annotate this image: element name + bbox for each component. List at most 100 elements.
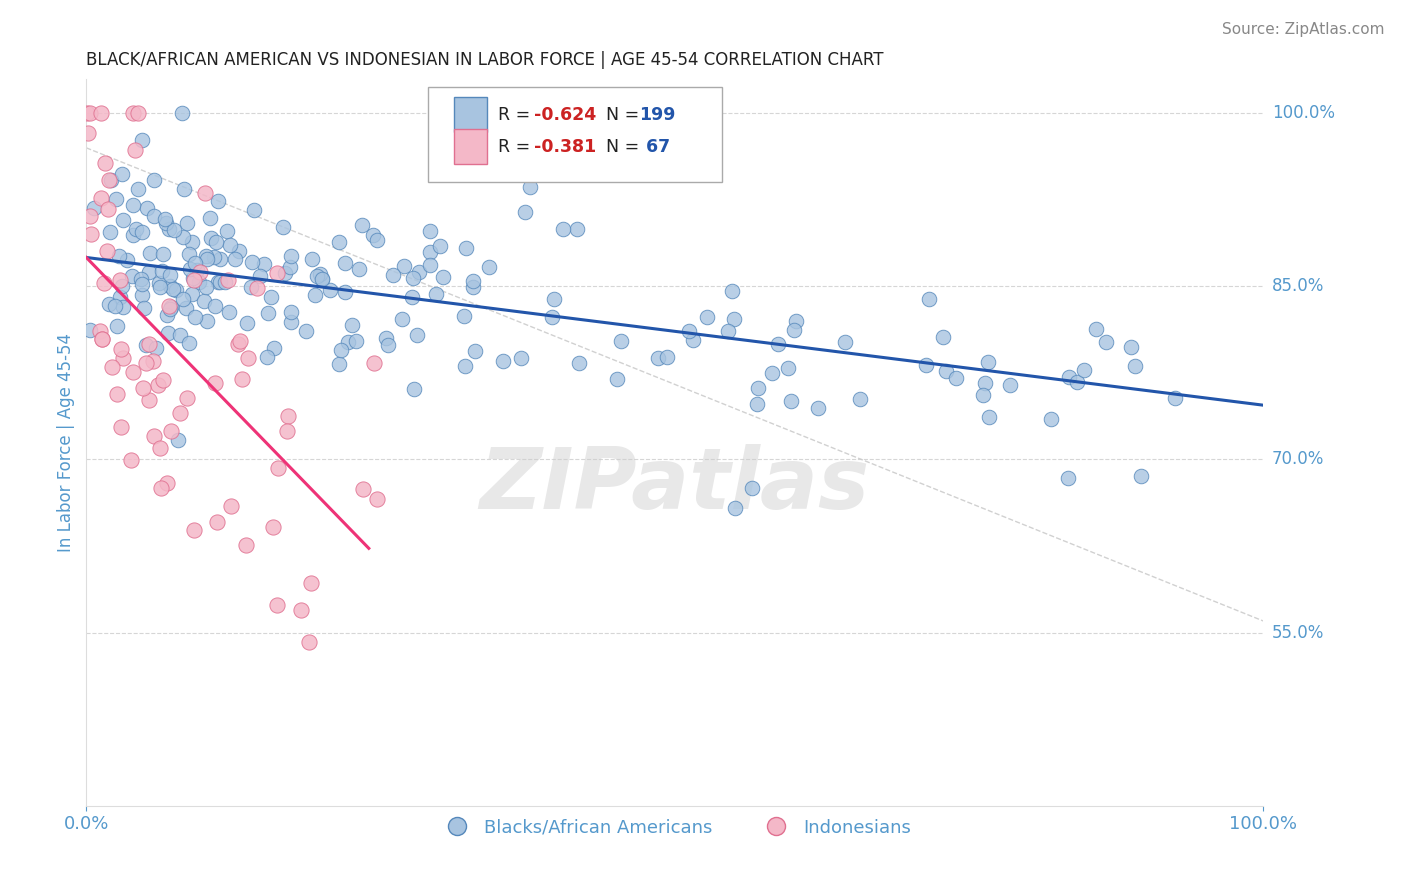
Point (311, 272, 333, 286)
Point (100, 360, 122, 375)
Point (190, 265, 212, 279)
Point (195, 314, 218, 328)
Point (782, 323, 804, 337)
Point (143, 209, 166, 223)
Point (932, 330, 955, 344)
Point (235, 538, 257, 552)
Point (260, 290, 283, 304)
Text: Source: ZipAtlas.com: Source: ZipAtlas.com (1222, 22, 1385, 37)
Point (1119, 340, 1142, 354)
Point (172, 230, 194, 244)
Point (330, 343, 353, 358)
Point (263, 341, 285, 355)
Point (429, 238, 451, 252)
Point (76, 126, 98, 140)
Point (169, 406, 191, 420)
Point (132, 301, 155, 316)
Point (187, 275, 209, 289)
Point (464, 343, 486, 358)
Point (382, 268, 405, 282)
Point (657, 350, 679, 364)
Point (181, 271, 204, 285)
Point (463, 279, 485, 293)
Point (1130, 469, 1153, 483)
Point (153, 212, 176, 227)
Point (228, 336, 250, 351)
Point (127, 106, 149, 120)
Text: 85.0%: 85.0% (1272, 277, 1324, 295)
Point (83, 202, 105, 216)
Point (148, 276, 170, 290)
Point (347, 262, 370, 277)
Point (432, 270, 454, 285)
Point (183, 273, 205, 287)
Point (1094, 334, 1116, 349)
Point (179, 262, 201, 277)
Point (274, 266, 297, 280)
Text: N =: N = (595, 106, 644, 124)
Point (278, 260, 301, 275)
Point (152, 246, 174, 260)
Text: R =: R = (498, 138, 536, 156)
Point (176, 391, 198, 405)
Point (834, 335, 856, 350)
Text: 100.0%: 100.0% (1272, 104, 1334, 122)
Point (425, 287, 447, 301)
Point (149, 481, 172, 495)
Point (165, 283, 187, 297)
Point (135, 338, 157, 352)
Point (96, 244, 118, 258)
Point (122, 106, 145, 120)
Point (297, 635, 319, 649)
Point (976, 354, 998, 368)
Point (935, 364, 957, 378)
Point (402, 270, 425, 285)
Point (1085, 322, 1108, 336)
Text: 70.0%: 70.0% (1272, 450, 1324, 468)
Text: 67: 67 (640, 138, 669, 156)
Point (290, 603, 312, 617)
Point (132, 381, 155, 395)
Text: 199: 199 (640, 106, 676, 124)
Point (156, 475, 179, 490)
Point (374, 331, 396, 345)
Point (131, 133, 153, 147)
Point (176, 216, 198, 230)
Point (235, 316, 257, 330)
Point (205, 515, 228, 529)
Point (311, 272, 333, 286)
Point (319, 283, 342, 297)
Point (565, 221, 588, 235)
Point (174, 301, 197, 316)
Point (280, 249, 302, 263)
Point (785, 314, 807, 328)
Point (159, 301, 181, 316)
Point (91, 332, 114, 346)
Point (93, 276, 115, 290)
Point (1073, 363, 1095, 377)
Point (266, 266, 288, 280)
Point (111, 279, 134, 293)
Point (454, 241, 477, 255)
Point (209, 252, 232, 266)
Point (366, 492, 388, 507)
Point (127, 182, 149, 196)
FancyBboxPatch shape (454, 129, 486, 164)
Point (200, 211, 222, 226)
FancyBboxPatch shape (454, 97, 486, 132)
Point (510, 351, 533, 365)
Point (404, 382, 426, 396)
Point (328, 357, 350, 371)
Point (111, 167, 134, 181)
Point (1164, 391, 1187, 405)
Point (112, 301, 135, 315)
Point (543, 292, 565, 306)
Point (177, 246, 200, 260)
Point (105, 318, 128, 333)
Point (91, 332, 114, 346)
Point (236, 351, 259, 366)
Point (228, 244, 250, 258)
Point (142, 354, 165, 368)
Point (152, 373, 174, 387)
Point (256, 350, 278, 364)
